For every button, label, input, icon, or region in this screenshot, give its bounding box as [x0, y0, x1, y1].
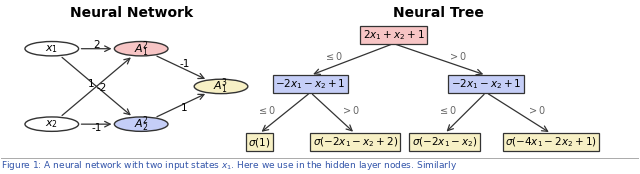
Text: $A_2^2$: $A_2^2$ — [134, 114, 148, 134]
Text: 1: 1 — [88, 79, 95, 89]
Circle shape — [194, 79, 248, 94]
Text: $\sigma(-2x_1 - x_2 + 2)$: $\sigma(-2x_1 - x_2 + 2)$ — [312, 135, 397, 149]
Text: 1: 1 — [181, 103, 188, 113]
Circle shape — [25, 117, 79, 131]
Text: $\sigma(-4x_1 - 2x_2 + 1)$: $\sigma(-4x_1 - 2x_2 + 1)$ — [505, 135, 597, 149]
Text: $x_2$: $x_2$ — [45, 118, 58, 130]
Text: $\sigma(-2x_1 - x_2)$: $\sigma(-2x_1 - x_2)$ — [412, 135, 477, 149]
Text: -1: -1 — [179, 60, 189, 69]
Text: 2: 2 — [93, 40, 100, 50]
Text: $> 0$: $> 0$ — [448, 50, 467, 62]
Circle shape — [25, 42, 79, 56]
Text: $-2x_1 - x_2 + 1$: $-2x_1 - x_2 + 1$ — [451, 77, 522, 91]
Text: $> 0$: $> 0$ — [527, 104, 546, 116]
Text: -2: -2 — [97, 84, 107, 93]
Text: $\leq 0$: $\leq 0$ — [257, 104, 276, 116]
Text: $\leq 0$: $\leq 0$ — [324, 50, 344, 62]
Text: $x_1$: $x_1$ — [45, 43, 58, 55]
Circle shape — [115, 117, 168, 131]
Text: $A_1^2$: $A_1^2$ — [134, 39, 148, 58]
Text: -1: -1 — [92, 123, 102, 133]
Circle shape — [115, 42, 168, 56]
Text: $\sigma(1)$: $\sigma(1)$ — [248, 136, 271, 149]
Text: $-2x_1 - x_2 + 1$: $-2x_1 - x_2 + 1$ — [275, 77, 346, 91]
Text: Figure 1: A neural network with two input states $x_1$. Here we use in the hidde: Figure 1: A neural network with two inpu… — [1, 159, 457, 172]
Text: Neural Network: Neural Network — [70, 6, 193, 20]
Text: Neural Tree: Neural Tree — [393, 6, 484, 20]
Text: $A_1^3$: $A_1^3$ — [213, 77, 228, 96]
Text: $\leq 0$: $\leq 0$ — [438, 104, 457, 116]
Text: $> 0$: $> 0$ — [341, 104, 360, 116]
Text: $2x_1 + x_2 + 1$: $2x_1 + x_2 + 1$ — [362, 28, 424, 42]
